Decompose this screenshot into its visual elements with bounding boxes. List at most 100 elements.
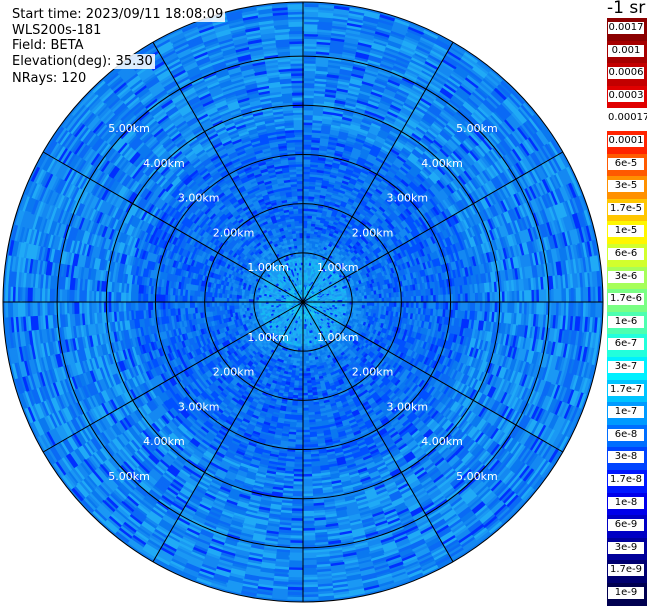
range-gate-cell <box>335 145 346 151</box>
range-gate-cell <box>376 234 382 241</box>
range-gate-cell <box>360 121 372 128</box>
range-gate-cell <box>445 123 457 135</box>
range-gate-cell <box>329 44 345 50</box>
range-gate-cell <box>350 151 361 158</box>
range-gate-cell <box>350 193 358 200</box>
range-gate-cell <box>509 149 521 164</box>
range-gate-cell <box>358 128 370 135</box>
range-gate-cell <box>377 217 384 225</box>
range-gate-cell <box>384 173 394 181</box>
range-gate-cell <box>469 150 480 162</box>
range-gate-cell <box>326 148 336 153</box>
range-gate-cell <box>597 302 601 319</box>
range-gate-cell <box>369 305 373 310</box>
range-gate-cell <box>500 80 515 95</box>
range-gate-cell <box>343 149 353 155</box>
range-gate-cell <box>362 240 368 247</box>
range-gate-cell <box>342 195 350 202</box>
range-gate-cell <box>391 178 400 186</box>
range-gate-cell <box>376 154 387 162</box>
range-gate-cell <box>372 84 386 92</box>
range-gate-cell <box>354 236 360 242</box>
range-gate-cell <box>453 68 468 80</box>
range-gate-cell <box>370 251 376 257</box>
range-gate-cell <box>303 259 306 263</box>
range-gate-cell <box>443 106 456 118</box>
range-gate-cell <box>368 129 379 137</box>
range-gate-cell <box>375 219 382 226</box>
range-gate-cell <box>329 129 341 134</box>
range-gate-cell <box>401 211 409 219</box>
range-gate-cell <box>358 203 366 210</box>
range-gate-cell <box>381 192 389 200</box>
range-gate-cell <box>462 122 475 134</box>
range-gate-cell <box>309 181 317 185</box>
range-gate-cell <box>423 134 434 144</box>
range-gate-cell <box>338 75 352 81</box>
range-gate-cell <box>372 223 379 230</box>
range-gate-cell <box>307 290 309 294</box>
range-gate-cell <box>327 69 341 74</box>
range-gate-cell <box>357 133 368 140</box>
range-gate-cell <box>346 22 363 28</box>
range-gate-cell <box>439 63 455 74</box>
range-gate-cell <box>374 235 381 242</box>
range-gate-cell <box>303 85 316 89</box>
range-gate-cell <box>367 228 374 235</box>
range-gate-cell <box>398 204 407 212</box>
range-gate-cell <box>341 198 349 204</box>
range-gate-cell <box>371 180 381 187</box>
range-gate-cell <box>327 143 337 149</box>
range-gate-cell <box>462 156 473 168</box>
range-gate-cell <box>352 214 359 220</box>
range-gate-cell <box>345 168 354 174</box>
range-gate-cell <box>380 60 395 69</box>
range-gate-cell <box>303 190 310 194</box>
range-gate-cell <box>375 173 385 181</box>
range-gate-cell <box>522 102 536 118</box>
range-gate-cell <box>332 159 342 165</box>
range-gate-cell <box>304 269 307 273</box>
range-gate-cell <box>473 64 489 78</box>
range-gate-cell <box>513 110 526 125</box>
range-gate-cell <box>382 121 394 130</box>
range-gate-cell <box>423 302 427 309</box>
range-gate-cell <box>373 202 382 209</box>
range-gate-cell <box>388 222 396 230</box>
range-gate-cell <box>303 70 316 74</box>
range-gate-cell <box>326 79 339 84</box>
range-gate-cell <box>361 305 365 309</box>
range-gate-cell <box>356 180 364 187</box>
range-gate-cell <box>408 182 417 192</box>
range-gate-cell <box>421 204 430 213</box>
range-gate-cell <box>396 115 409 124</box>
range-gate-cell <box>473 129 485 142</box>
range-gate-cell <box>340 202 347 208</box>
range-gate-cell <box>363 239 370 245</box>
range-gate-cell <box>389 213 397 221</box>
range-gate-cell <box>303 215 308 219</box>
range-gate-cell <box>428 174 438 185</box>
range-gate-cell <box>333 10 350 16</box>
range-gate-cell <box>459 143 471 155</box>
range-gate-cell <box>345 140 356 146</box>
range-gate-cell <box>459 126 471 138</box>
range-gate-cell <box>460 82 475 95</box>
range-gate-cell <box>331 30 347 35</box>
range-gate-cell <box>456 129 468 141</box>
range-gate-cell <box>489 132 501 145</box>
range-gate-cell <box>434 137 446 148</box>
range-gate-cell <box>533 132 546 148</box>
range-gate-cell <box>399 212 407 221</box>
range-gate-cell <box>432 206 440 216</box>
range-gate-cell <box>406 140 417 150</box>
range-gate-cell <box>408 215 416 223</box>
range-gate-cell <box>348 179 357 186</box>
range-gate-cell <box>375 209 383 217</box>
range-gate-cell <box>394 60 410 69</box>
range-gate-cell <box>422 92 436 103</box>
range-gate-cell <box>437 114 450 125</box>
range-gate-cell <box>394 225 402 233</box>
range-gate-cell <box>398 193 407 202</box>
range-gate-cell <box>304 279 306 283</box>
